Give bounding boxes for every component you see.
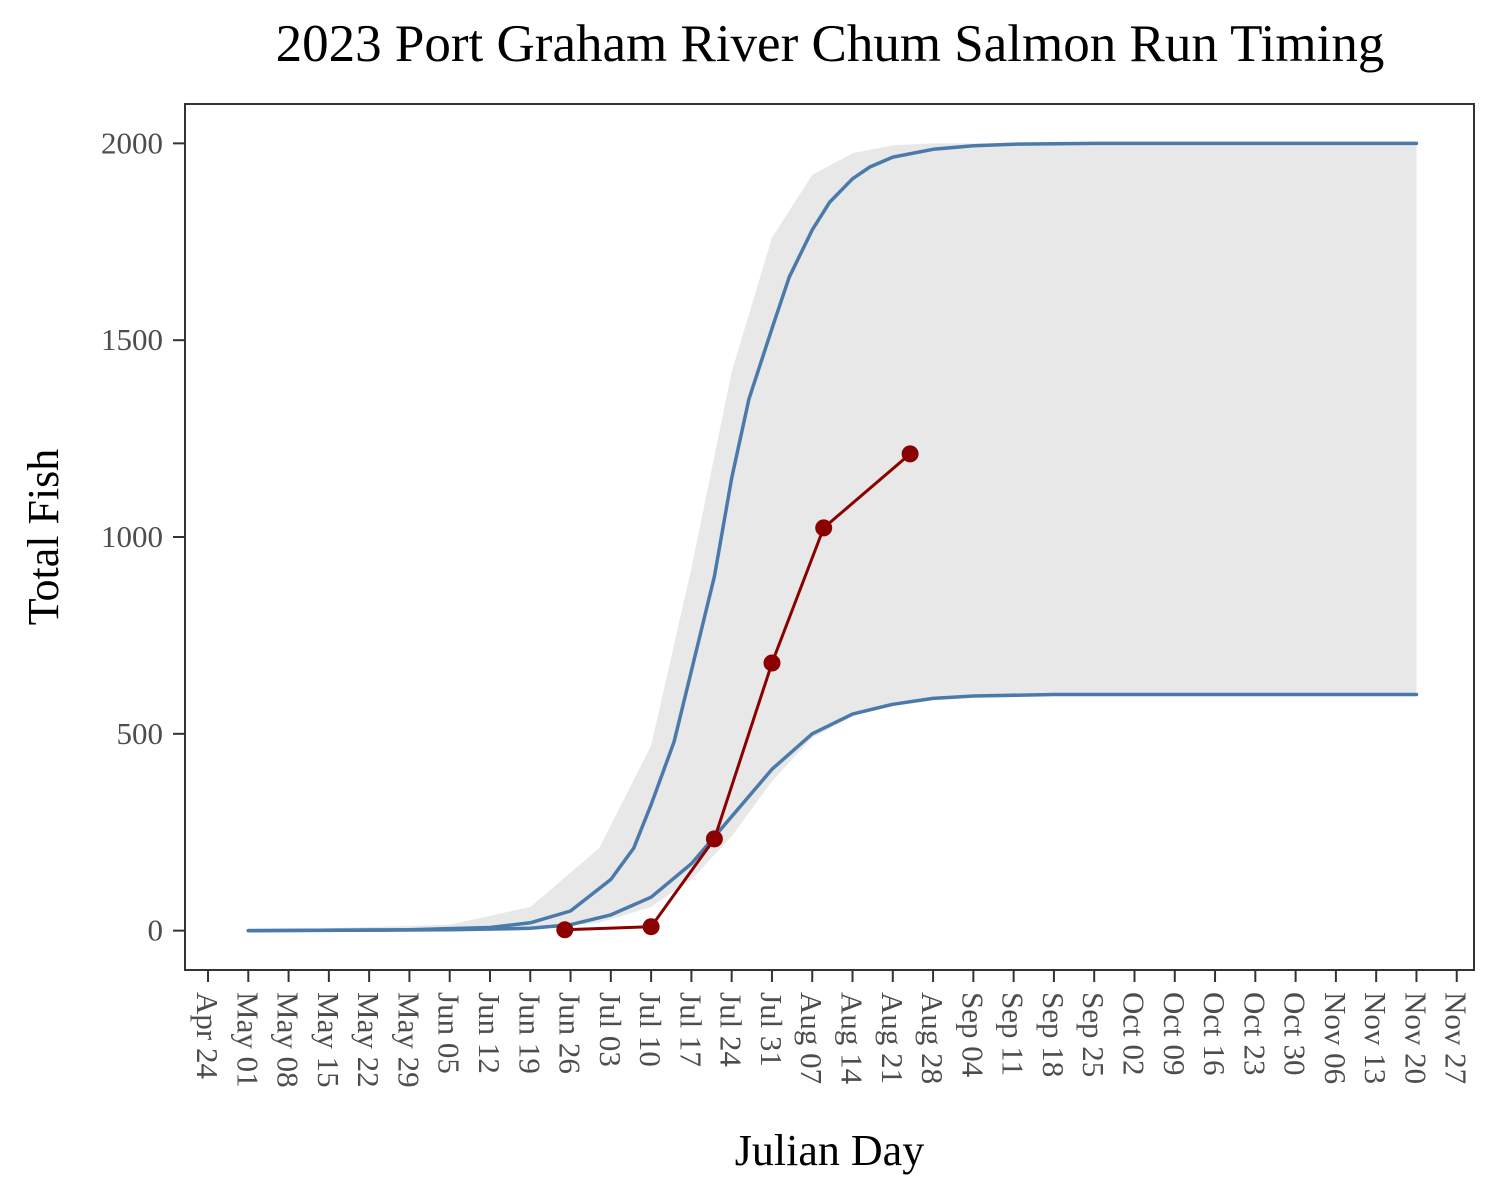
x-tick-label: Aug 07 — [794, 992, 829, 1084]
x-tick-label: May 29 — [391, 992, 426, 1088]
x-tick-label: Nov 13 — [1358, 992, 1393, 1084]
x-tick-label: Sep 11 — [996, 992, 1031, 1076]
observed-point — [815, 519, 833, 537]
x-tick-label: Nov 06 — [1318, 992, 1353, 1084]
x-tick-label: Oct 30 — [1278, 992, 1313, 1076]
historical-range-band — [248, 143, 1417, 931]
x-tick-label: May 22 — [351, 992, 386, 1088]
x-tick-label: May 08 — [271, 992, 306, 1088]
band-layer — [248, 143, 1417, 931]
lower-curve-line — [246, 692, 1419, 933]
x-tick-label: Jun 19 — [512, 992, 547, 1074]
x-tick-label: May 01 — [230, 992, 265, 1088]
x-tick-label: Jul 31 — [754, 992, 789, 1067]
x-axis: Apr 24 May 01 May 08 May 15 May 22 May 29 Jun … — [190, 970, 1474, 1088]
x-tick-label: Sep 25 — [1076, 992, 1111, 1077]
x-tick-label: Jul 10 — [633, 992, 668, 1067]
observed-line — [563, 452, 912, 932]
points-layer — [556, 445, 919, 939]
upper-curve-line — [246, 141, 1419, 933]
x-tick-label: Aug 28 — [915, 992, 950, 1084]
observed-point — [642, 918, 660, 936]
x-tick-label: Oct 16 — [1197, 992, 1232, 1076]
x-tick-label: Jun 05 — [432, 992, 467, 1074]
chart-title: 2023 Port Graham River Chum Salmon Run T… — [275, 15, 1385, 73]
x-tick-label: Oct 02 — [1117, 992, 1152, 1076]
y-tick-label: 2000 — [101, 125, 163, 160]
observed-point — [556, 921, 574, 939]
x-tick-label: Apr 24 — [190, 992, 225, 1079]
x-tick-label: May 15 — [311, 992, 346, 1088]
x-tick-label: Sep 04 — [955, 992, 990, 1078]
x-tick-label: Aug 14 — [835, 992, 870, 1085]
x-tick-label: Jul 03 — [593, 992, 628, 1067]
y-tick-label: 1000 — [101, 519, 163, 554]
x-tick-label: Jun 26 — [553, 992, 588, 1074]
y-tick-label: 0 — [148, 913, 164, 948]
observed-point — [705, 830, 723, 848]
y-tick-label: 1500 — [101, 322, 163, 357]
x-tick-label: Sep 18 — [1036, 992, 1071, 1077]
x-tick-label: Oct 09 — [1157, 992, 1192, 1076]
series-layer — [246, 141, 1419, 933]
y-axis-title: Total Fish — [19, 449, 68, 626]
y-axis: 0 500 1000 1500 2000 — [101, 125, 185, 948]
observed-point — [763, 654, 781, 672]
observed-point — [901, 445, 919, 463]
x-tick-label: Jun 12 — [472, 992, 507, 1074]
x-tick-label: Oct 23 — [1237, 992, 1272, 1076]
y-tick-label: 500 — [117, 716, 164, 751]
x-tick-label: Jul 24 — [714, 992, 749, 1067]
x-tick-label: Aug 21 — [875, 992, 910, 1084]
x-tick-label: Nov 27 — [1439, 992, 1474, 1084]
x-tick-label: Jul 17 — [673, 992, 708, 1067]
x-axis-title: Julian Day — [735, 1126, 924, 1175]
x-tick-label: Nov 20 — [1399, 992, 1434, 1084]
